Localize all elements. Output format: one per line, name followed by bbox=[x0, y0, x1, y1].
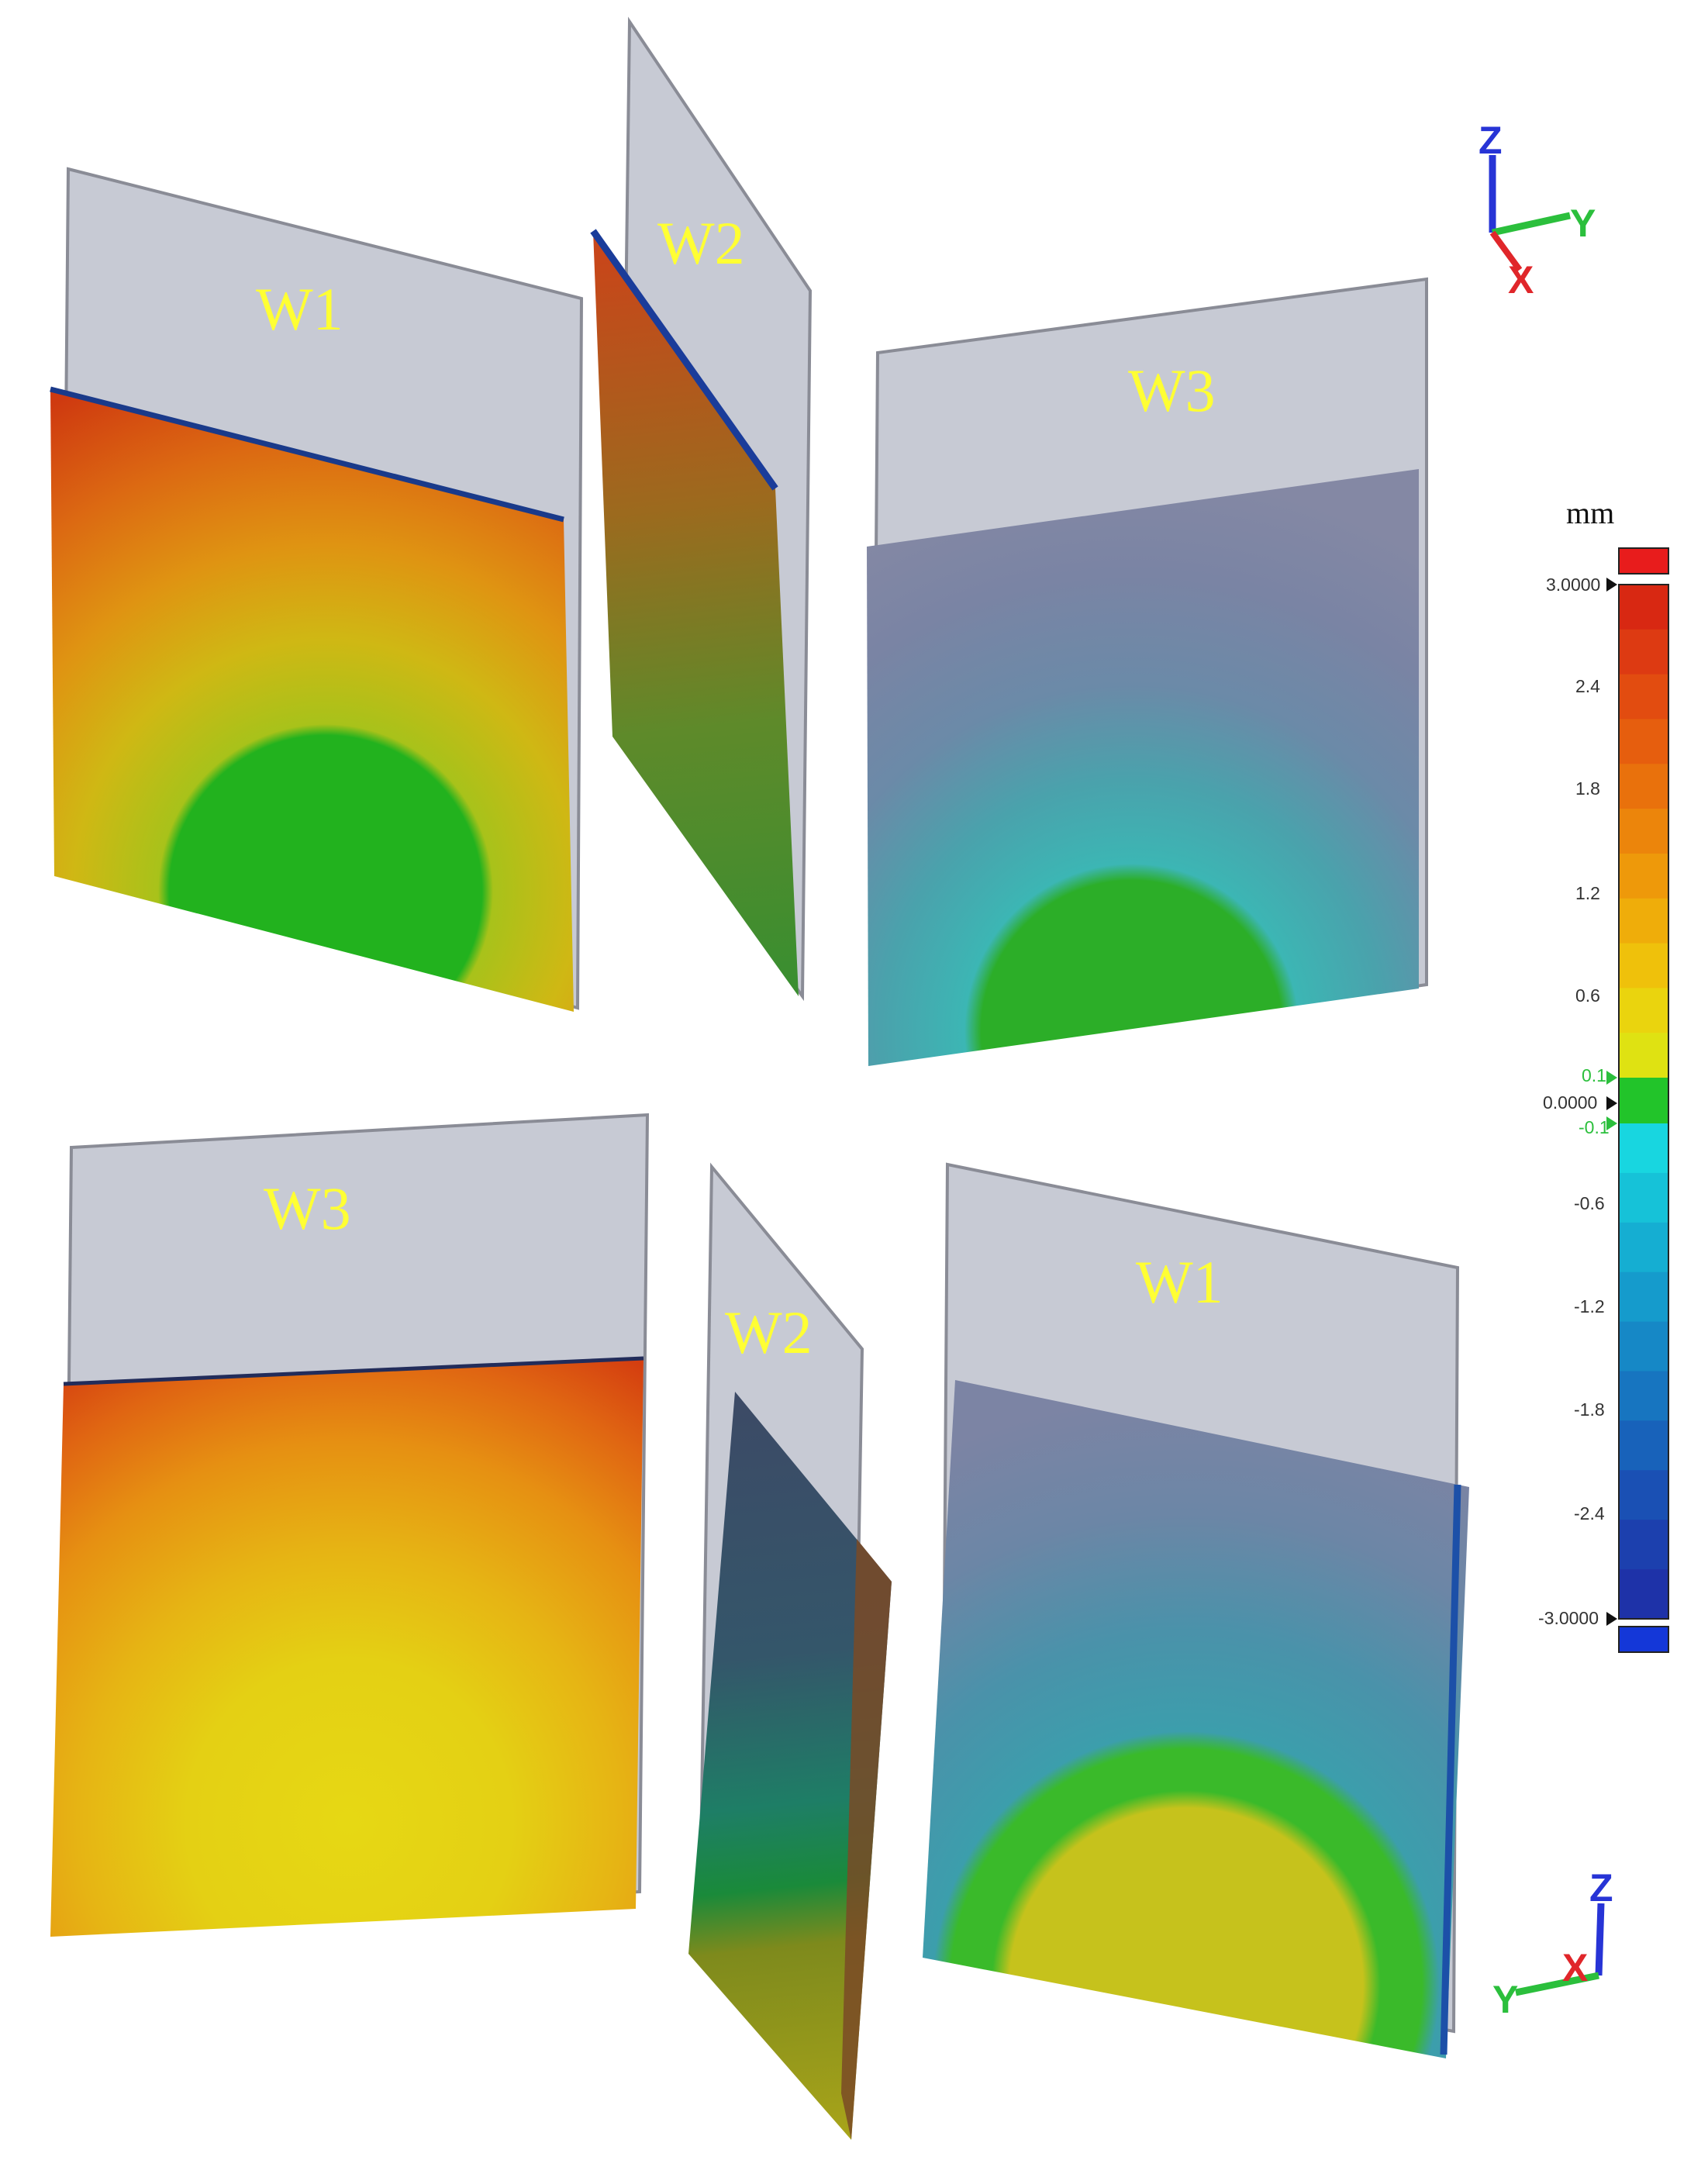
top-z-axis-label: Z bbox=[1479, 119, 1503, 162]
scale-band-neutral bbox=[1619, 1078, 1668, 1123]
top-x-axis-line bbox=[1489, 230, 1523, 272]
top-w2-label: W2 bbox=[657, 209, 745, 277]
bottom-y-axis-line bbox=[1515, 1972, 1599, 1996]
top-w1-scan-top-edge bbox=[50, 386, 564, 523]
top-w2-scan-surface bbox=[593, 231, 799, 996]
bottom-w2-label: W2 bbox=[725, 1299, 813, 1366]
scale-band-negative-9 bbox=[1619, 1569, 1668, 1620]
scale-band-negative-3 bbox=[1619, 1272, 1668, 1323]
color-scale-bar bbox=[1618, 584, 1669, 1620]
marker-lower-tol bbox=[1606, 1116, 1617, 1130]
top-w3-scan-surface bbox=[867, 469, 1419, 1066]
top-y-axis-label: Y bbox=[1570, 202, 1596, 245]
scale-band-negative-7 bbox=[1619, 1470, 1668, 1520]
bottom-z-axis-label: Z bbox=[1589, 1866, 1613, 1910]
tick-minus-0-1: -0.1 bbox=[1579, 1117, 1610, 1137]
top-y-axis-line bbox=[1492, 212, 1571, 236]
scale-band-negative-4 bbox=[1619, 1321, 1668, 1372]
top-x-axis-label: X bbox=[1508, 258, 1534, 302]
color-scale-under-swatch bbox=[1618, 1626, 1669, 1653]
bottom-w3-label: W3 bbox=[264, 1175, 351, 1242]
bottom-w1-scan-right-edge bbox=[1440, 1484, 1461, 2055]
tick-1-8: 1.8 bbox=[1575, 778, 1600, 799]
tick-minus-1-8: -1.8 bbox=[1574, 1399, 1605, 1420]
bottom-w2-scan-edge-strip bbox=[841, 1539, 892, 2140]
top-w3-label: W3 bbox=[1128, 357, 1216, 424]
bottom-y-axis-label: Y bbox=[1492, 1978, 1518, 2021]
bottom-view: W3 W2 W1 Z X Y bbox=[50, 1113, 1613, 2140]
bottom-w1-label: W1 bbox=[1136, 1248, 1223, 1316]
color-scale-outline bbox=[1618, 584, 1669, 1620]
marker-zero bbox=[1606, 1096, 1617, 1110]
tick-2-4: 2.4 bbox=[1575, 676, 1600, 696]
scale-band-positive-5 bbox=[1619, 809, 1668, 854]
scale-band-negative-1 bbox=[1619, 1172, 1668, 1223]
top-w2-scan-top-edge bbox=[590, 229, 778, 491]
scale-band-negative-0 bbox=[1619, 1123, 1668, 1174]
bottom-w3-scan-top-edge bbox=[63, 1356, 644, 1386]
scale-band-positive-0 bbox=[1619, 585, 1668, 630]
scale-band-positive-9 bbox=[1619, 988, 1668, 1033]
scale-band-positive-1 bbox=[1619, 629, 1668, 675]
color-scale-unit: mm bbox=[1566, 495, 1614, 530]
top-view: W1 W2 W3 Z Y X bbox=[50, 16, 1596, 1066]
top-w1-scan-surface bbox=[50, 389, 574, 1012]
scale-band-positive-3 bbox=[1619, 719, 1668, 764]
tick-0-0000: 0.0000 bbox=[1543, 1092, 1597, 1113]
bottom-axis-triad: Z X Y bbox=[1492, 1866, 1613, 2021]
scale-band-positive-6 bbox=[1619, 853, 1668, 899]
bottom-w3-scan-surface bbox=[50, 1358, 644, 1937]
bottom-x-axis-label: X bbox=[1562, 1946, 1588, 1989]
marker-upper-tol bbox=[1606, 1071, 1617, 1085]
scale-band-negative-6 bbox=[1619, 1420, 1668, 1471]
color-scale-over-swatch bbox=[1618, 547, 1669, 575]
tick-minus-0-6: -0.6 bbox=[1574, 1193, 1605, 1213]
marker-max bbox=[1606, 578, 1617, 592]
scale-band-positive-4 bbox=[1619, 764, 1668, 809]
scale-band-negative-2 bbox=[1619, 1222, 1668, 1273]
scale-band-negative-8 bbox=[1619, 1520, 1668, 1570]
tick-1-2: 1.2 bbox=[1575, 883, 1600, 903]
scale-band-positive-10 bbox=[1619, 1033, 1668, 1078]
scale-band-positive-7 bbox=[1619, 898, 1668, 944]
color-scale-legend: mm 3.0000 2.4 1.8 1.2 0.6 0.1 0.0000 -0.… bbox=[1538, 495, 1669, 1653]
marker-min bbox=[1606, 1612, 1617, 1626]
tick-minus-1-2: -1.2 bbox=[1574, 1296, 1605, 1316]
tick-minus-3-0000: -3.0000 bbox=[1538, 1608, 1599, 1628]
top-axis-triad: Z Y X bbox=[1479, 119, 1596, 302]
scale-band-positive-8 bbox=[1619, 943, 1668, 989]
bottom-z-axis-line bbox=[1595, 1903, 1605, 1976]
bottom-w2-scan-surface bbox=[688, 1392, 892, 2140]
scale-band-positive-2 bbox=[1619, 674, 1668, 719]
tick-minus-2-4: -2.4 bbox=[1574, 1503, 1605, 1523]
top-w1-label: W1 bbox=[256, 275, 343, 343]
tick-0-6: 0.6 bbox=[1575, 985, 1600, 1006]
tick-0-1: 0.1 bbox=[1582, 1065, 1606, 1085]
tick-3-0000: 3.0000 bbox=[1546, 575, 1600, 595]
scale-band-negative-5 bbox=[1619, 1371, 1668, 1421]
bottom-w1-scan-surface bbox=[923, 1380, 1469, 2058]
